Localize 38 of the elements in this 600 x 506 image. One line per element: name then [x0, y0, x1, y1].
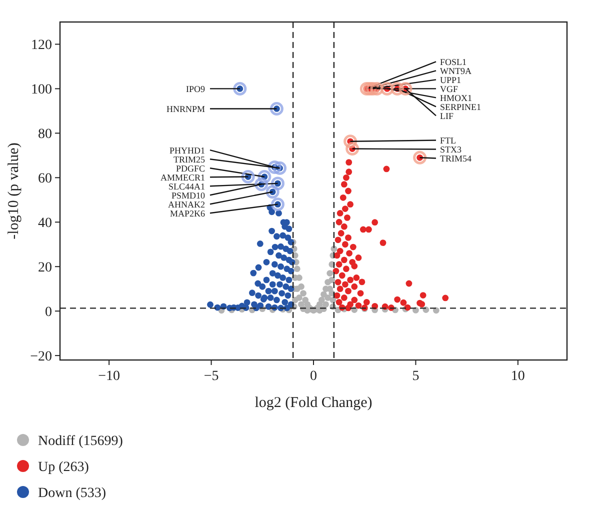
legend-label: Nodiff (15699) — [38, 434, 124, 449]
annotation: IPO9 — [186, 84, 206, 94]
annotation: WNT9A — [440, 66, 472, 76]
annotation: TRIM25 — [174, 154, 206, 164]
annotation: TRIM54 — [440, 153, 472, 164]
annotation: STX3 — [440, 144, 462, 154]
annotation: PSMD10 — [171, 190, 206, 200]
annotation: MAP2K6 — [170, 208, 206, 218]
annotation: AHNAK2 — [168, 199, 205, 210]
y-axis-title: -log10 (p value) — [6, 142, 22, 240]
annotation: LIF — [440, 110, 454, 121]
y-tick-label: 20 — [38, 260, 52, 276]
annotation: HMOX1 — [440, 92, 472, 103]
annotation: HNRNPM — [166, 104, 205, 114]
y-tick-label: −20 — [30, 349, 52, 364]
x-tick-label: 0 — [310, 369, 317, 384]
x-tick-label: −5 — [204, 369, 219, 384]
y-tick-label: 120 — [31, 38, 52, 54]
annotation: VGF — [440, 84, 458, 94]
y-tick-label: 40 — [38, 216, 52, 232]
legend-label: Down (533) — [38, 486, 106, 501]
legend-label: Up (263) — [38, 460, 90, 475]
y-tick-label: 80 — [38, 127, 52, 142]
x-tick-label: 10 — [510, 369, 525, 384]
annotation: PDGFC — [176, 163, 205, 174]
annotation: PHYHD1 — [169, 145, 205, 156]
annotation: UPP1 — [440, 74, 462, 85]
annotation: AMMECR1 — [160, 172, 205, 182]
y-tick-label: 60 — [38, 172, 52, 187]
y-tick-label: 100 — [31, 82, 52, 98]
y-tick-label: 0 — [45, 304, 52, 320]
annotation: SERPINE1 — [440, 102, 482, 112]
x-tick-label: 5 — [412, 369, 420, 384]
annotation: FTL — [440, 135, 456, 146]
x-axis-title: log2 (Fold Change) — [254, 395, 372, 411]
annotation: FOSL1 — [440, 56, 467, 67]
annotation: SLC44A1 — [168, 181, 205, 192]
x-tick-label: −10 — [98, 369, 120, 384]
